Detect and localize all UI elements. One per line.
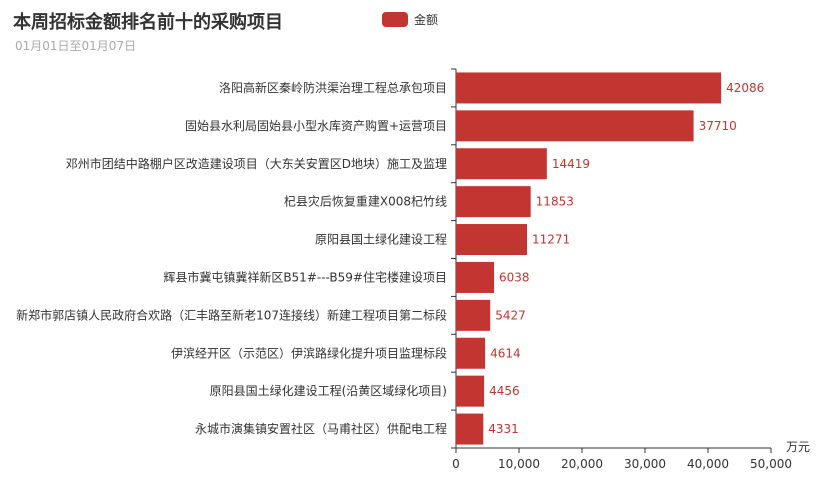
x-tick-label: 50,000 bbox=[750, 457, 792, 471]
x-tick-label: 0 bbox=[452, 457, 460, 471]
x-tick-label: 30,000 bbox=[624, 457, 666, 471]
bar[interactable] bbox=[456, 299, 491, 331]
value-label: 4456 bbox=[489, 384, 520, 398]
value-label: 42086 bbox=[726, 81, 764, 95]
value-label: 37710 bbox=[699, 119, 737, 133]
category-label: 辉县市冀屯镇冀祥新区B51#---B59#住宅楼建设项目 bbox=[163, 269, 447, 284]
value-label: 5427 bbox=[495, 308, 526, 322]
bar[interactable] bbox=[456, 110, 694, 142]
legend[interactable]: 金额 bbox=[382, 11, 438, 28]
category-label: 原阳县国土绿化建设工程 bbox=[315, 232, 447, 247]
bar[interactable] bbox=[456, 413, 484, 445]
bar[interactable] bbox=[456, 186, 531, 218]
bar[interactable] bbox=[456, 261, 495, 293]
bar[interactable] bbox=[456, 224, 528, 256]
category-label: 固始县水利局固始县小型水库资产购置+运营项目 bbox=[185, 118, 447, 133]
value-label: 11853 bbox=[536, 195, 574, 209]
legend-swatch[interactable] bbox=[382, 12, 408, 27]
value-label: 6038 bbox=[499, 270, 530, 284]
x-tick-label: 10,000 bbox=[498, 457, 540, 471]
category-label: 新郑市郭店镇人民政府合欢路（汇丰路至新老107连接线）新建工程项目第二标段 bbox=[16, 307, 447, 322]
bar[interactable] bbox=[456, 337, 486, 369]
category-label: 原阳县国土绿化建设工程(沿黄区域绿化项目) bbox=[210, 383, 447, 398]
x-tick-label: 40,000 bbox=[687, 457, 729, 471]
category-label: 永城市演集镇安置社区（马甫社区）供配电工程 bbox=[195, 421, 447, 436]
chart-title: 本周招标金额排名前十的采购项目 bbox=[13, 12, 283, 33]
legend-label[interactable]: 金额 bbox=[414, 13, 439, 27]
x-tick-label: 20,000 bbox=[561, 457, 603, 471]
bar[interactable] bbox=[456, 72, 722, 104]
category-label: 伊滨经开区（示范区）伊滨路绿化提升项目监理标段 bbox=[171, 345, 447, 360]
bar[interactable] bbox=[456, 375, 485, 407]
value-label: 14419 bbox=[552, 157, 590, 171]
value-label: 4331 bbox=[488, 422, 519, 436]
bar[interactable] bbox=[456, 148, 547, 180]
value-label: 11271 bbox=[532, 233, 570, 247]
chart-subtitle: 01月01日至01月07日 bbox=[15, 39, 137, 53]
category-label: 邓州市团结中路棚户区改造建设项目（大东关安置区D地块）施工及监理 bbox=[66, 156, 447, 171]
value-label: 4614 bbox=[490, 346, 521, 360]
category-label: 洛阳高新区秦岭防洪渠治理工程总承包项目 bbox=[219, 80, 447, 95]
x-axis-unit: 万元 bbox=[786, 440, 810, 454]
category-label: 杞县灾后恢复重建X008杞竹线 bbox=[284, 194, 447, 209]
